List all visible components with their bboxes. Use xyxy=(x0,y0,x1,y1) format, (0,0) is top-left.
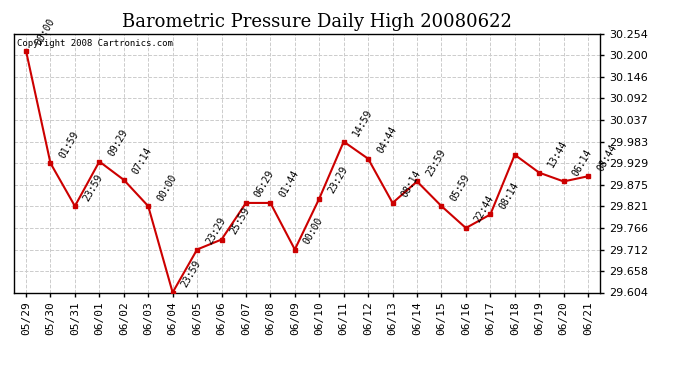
Text: 14:59: 14:59 xyxy=(351,108,374,138)
Text: 13:44: 13:44 xyxy=(546,139,569,169)
Text: 23:59: 23:59 xyxy=(424,147,447,178)
Text: 08:14: 08:14 xyxy=(400,169,423,200)
Text: 00:00: 00:00 xyxy=(302,216,325,246)
Text: 22:44: 22:44 xyxy=(473,194,496,225)
Text: 09:29: 09:29 xyxy=(106,128,130,158)
Text: 23:29: 23:29 xyxy=(204,216,228,246)
Text: Copyright 2008 Cartronics.com: Copyright 2008 Cartronics.com xyxy=(17,39,172,48)
Text: 25:59: 25:59 xyxy=(228,206,252,236)
Text: 06:14: 06:14 xyxy=(571,147,594,178)
Text: 08:44: 08:44 xyxy=(595,142,618,173)
Text: 07:14: 07:14 xyxy=(130,146,154,176)
Text: 08:14: 08:14 xyxy=(497,180,521,211)
Text: 23:59: 23:59 xyxy=(179,258,203,289)
Text: 01:59: 01:59 xyxy=(57,129,81,160)
Text: 23:59: 23:59 xyxy=(82,172,105,202)
Text: 23:29: 23:29 xyxy=(326,165,350,195)
Text: 04:44: 04:44 xyxy=(375,125,398,155)
Text: 00:00: 00:00 xyxy=(33,17,57,47)
Text: 01:44: 01:44 xyxy=(277,169,301,200)
Text: 00:00: 00:00 xyxy=(155,172,179,202)
Text: Barometric Pressure Daily High 20080622: Barometric Pressure Daily High 20080622 xyxy=(122,13,513,31)
Text: 06:29: 06:29 xyxy=(253,169,276,200)
Text: 05:59: 05:59 xyxy=(448,172,472,202)
